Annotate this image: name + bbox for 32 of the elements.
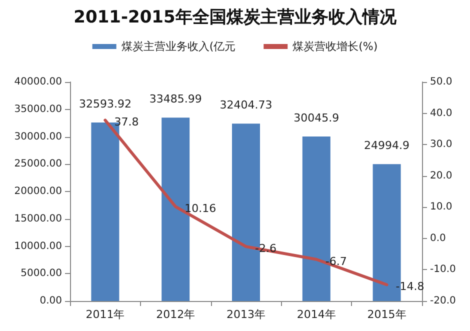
data-label: 32404.73: [220, 98, 272, 112]
y2-tick-label: 0.0: [430, 232, 446, 244]
legend-label: 煤炭主营业务收入(亿元: [121, 40, 236, 53]
y-tick-label: 20000.00: [14, 186, 62, 197]
data-label: 32593.92: [78, 98, 132, 111]
y-tick-label: 5000.00: [20, 268, 62, 280]
y2-tick-label: -20.0: [430, 296, 456, 306]
y2-tick-label: 20.0: [430, 170, 452, 182]
data-label: 30045.9: [294, 112, 340, 124]
x-tick-label: 2014年: [296, 308, 336, 321]
y-tick-label: 10000.00: [14, 240, 62, 252]
y-tick-label: 40000.00: [14, 76, 62, 88]
y-tick-label: 15000.00: [14, 213, 62, 224]
y-tick-label: 0.00: [40, 296, 62, 306]
data-label: 24994.9: [364, 139, 410, 152]
y2-tick-label: -10.0: [430, 264, 456, 276]
y-tick-label: 30000.00: [14, 131, 62, 142]
y2-tick-label: 40.0: [430, 108, 452, 119]
y-tick-label: 35000.00: [14, 104, 62, 115]
x-tick-label: 2012年: [156, 308, 196, 321]
x-tick-label: 2015年: [367, 308, 406, 321]
y-tick-label: 25000.00: [14, 158, 62, 170]
y2-tick-label: 30.0: [430, 139, 452, 150]
data-label: 33485.99: [149, 92, 202, 106]
data-label: -2.6: [255, 242, 276, 256]
y2-tick-label: 10.0: [430, 202, 452, 213]
legend-label: 煤炭营收增长(%): [292, 40, 378, 53]
x-tick-label: 2011年: [86, 308, 125, 321]
y2-tick-label: 50.0: [430, 76, 452, 88]
data-label: 37.8: [114, 116, 139, 129]
chart-title: 2011-2015年全国煤炭主营业务收入情况: [74, 8, 398, 28]
x-tick-label: 2013年: [226, 308, 266, 321]
